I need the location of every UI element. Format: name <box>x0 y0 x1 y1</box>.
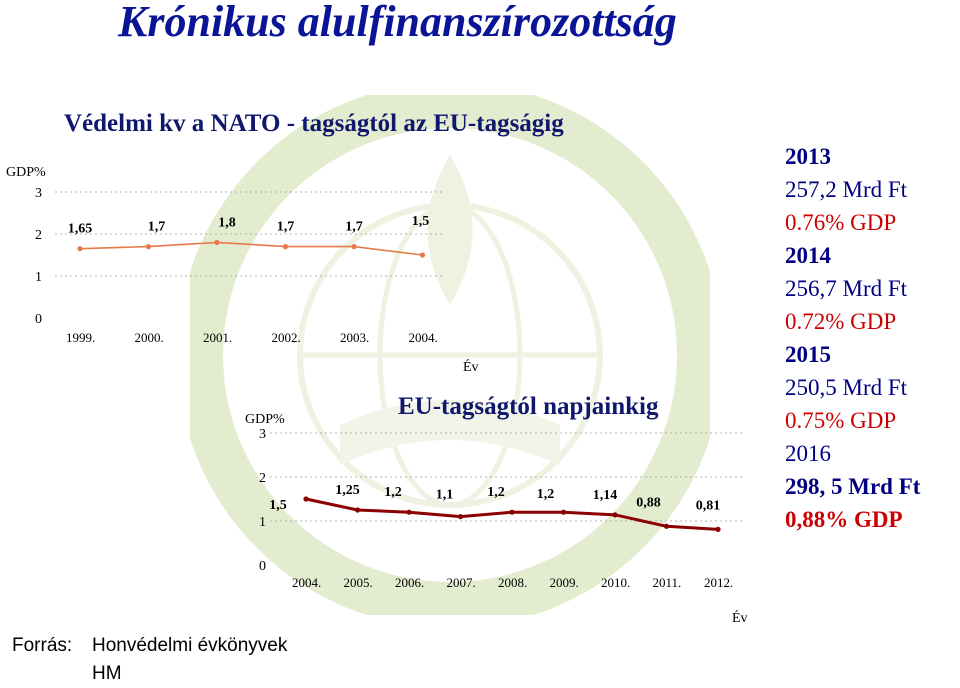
info-amount-2016: 298, 5 Mrd Ft <box>785 474 921 499</box>
chart1-xtick-label: 2001. <box>203 330 232 345</box>
chart1-data-label: 1,5 <box>412 214 430 229</box>
chart1-xtick-label: 2004. <box>409 330 438 345</box>
info-amount-2013: 257,2 Mrd Ft <box>785 177 908 202</box>
chart2-xtick-label: 2012. <box>704 575 733 590</box>
chart2-xtick-label: 2007. <box>447 575 476 590</box>
chart1-data-label: 1,7 <box>345 220 363 235</box>
chart1-ylabel: GDP% <box>6 165 46 180</box>
chart2-point <box>354 507 361 513</box>
chart2-xtick-label: 2004. <box>292 575 321 590</box>
chart2-data-label: 0,81 <box>696 498 721 513</box>
chart2-point <box>406 509 412 515</box>
chart1-xtick-label: 1999. <box>66 330 95 345</box>
chart2-ylabel: GDP% <box>245 412 285 427</box>
chart2-data-label: 1,2 <box>537 487 555 502</box>
chart2-ytick-label: 2 <box>259 471 266 486</box>
chart2-title: EU-tagságtól napjainkig <box>398 393 659 420</box>
chart2-point <box>612 512 618 518</box>
chart2-xtick-label: 2008. <box>498 575 527 590</box>
info-pct-2016: 0,88% GDP <box>785 507 903 532</box>
info-pct-2014: 0.72% GDP <box>785 309 897 334</box>
chart1-data-label: 1,8 <box>218 215 236 230</box>
chart1-data-label: 1,7 <box>148 220 166 235</box>
chart2-point <box>663 523 670 529</box>
chart1-point <box>145 244 152 250</box>
chart2-point <box>303 496 309 502</box>
chart2-xlabel: Év <box>732 609 748 626</box>
chart2-data-label: 0,88 <box>636 495 661 510</box>
chart2-data-label: 1,5 <box>269 498 287 513</box>
chart1-data-label: 1,7 <box>277 220 295 235</box>
chart2-ytick-label: 0 <box>259 559 266 574</box>
chart1-xtick-label: 2002. <box>272 330 301 345</box>
source-line2: HM <box>92 663 122 684</box>
chart1-xtick-label: 2003. <box>340 330 369 345</box>
chart1-point <box>77 246 83 252</box>
chart1-point <box>351 244 357 250</box>
chart2-data-label: 1,2 <box>487 485 505 500</box>
chart2-data-label: 1,25 <box>335 483 360 498</box>
budget-info-panel: 2013 257,2 Mrd Ft 0.76% GDP 2014 256,7 M… <box>785 140 920 536</box>
chart2-xtick-label: 2009. <box>550 575 579 590</box>
source-note: Forrás: Honvédelmi évkönyvek HM <box>12 632 287 688</box>
page-title: Krónikus alulfinanszírozottság <box>118 0 677 46</box>
chart1-point <box>282 244 289 250</box>
source-line1: Honvédelmi évkönyvek <box>92 635 288 656</box>
chart1-title: Védelmi kv a NATO - tagságtól az EU-tags… <box>64 110 564 137</box>
chart1-point <box>214 239 220 245</box>
chart2-xtick-label: 2006. <box>395 575 424 590</box>
chart1-xtick-label: 2000. <box>135 330 164 345</box>
chart1-ytick-label: 0 <box>35 312 42 327</box>
info-amount-2015: 250,5 Mrd Ft <box>785 375 908 400</box>
chart2-data-label: 1,1 <box>436 488 454 503</box>
chart1-ytick-label: 1 <box>35 270 42 285</box>
chart1-xlabel: Év <box>463 358 479 375</box>
chart2-point <box>715 526 721 532</box>
info-amount-2014: 256,7 Mrd Ft <box>785 276 908 301</box>
chart2-xtick-label: 2010. <box>601 575 630 590</box>
chart2-point <box>457 514 464 520</box>
chart1-series-line <box>79 241 423 256</box>
info-year-2015: 2015 <box>785 342 831 367</box>
info-pct-2013: 0.76% GDP <box>785 210 897 235</box>
chart2-point <box>509 509 515 515</box>
chart1-ytick-label: 2 <box>35 228 42 243</box>
chart2-data-label: 1,14 <box>593 488 618 503</box>
chart1-ytick-label: 3 <box>35 186 42 201</box>
university-seal-watermark <box>190 95 710 615</box>
info-year-2013: 2013 <box>785 144 831 169</box>
chart2-xtick-label: 2005. <box>344 575 373 590</box>
chart2-point <box>560 509 567 515</box>
info-year-2016: 2016 <box>785 441 831 466</box>
chart1-point <box>419 252 426 258</box>
chart2-ytick-label: 3 <box>259 427 266 442</box>
info-year-2014: 2014 <box>785 243 831 268</box>
chart2-ytick-label: 1 <box>259 515 266 530</box>
chart2-data-label: 1,2 <box>384 485 402 500</box>
info-pct-2015: 0.75% GDP <box>785 408 897 433</box>
chart2-xtick-label: 2011. <box>653 575 682 590</box>
source-label: Forrás: <box>12 635 73 656</box>
chart1-data-label: 1,65 <box>68 222 93 237</box>
